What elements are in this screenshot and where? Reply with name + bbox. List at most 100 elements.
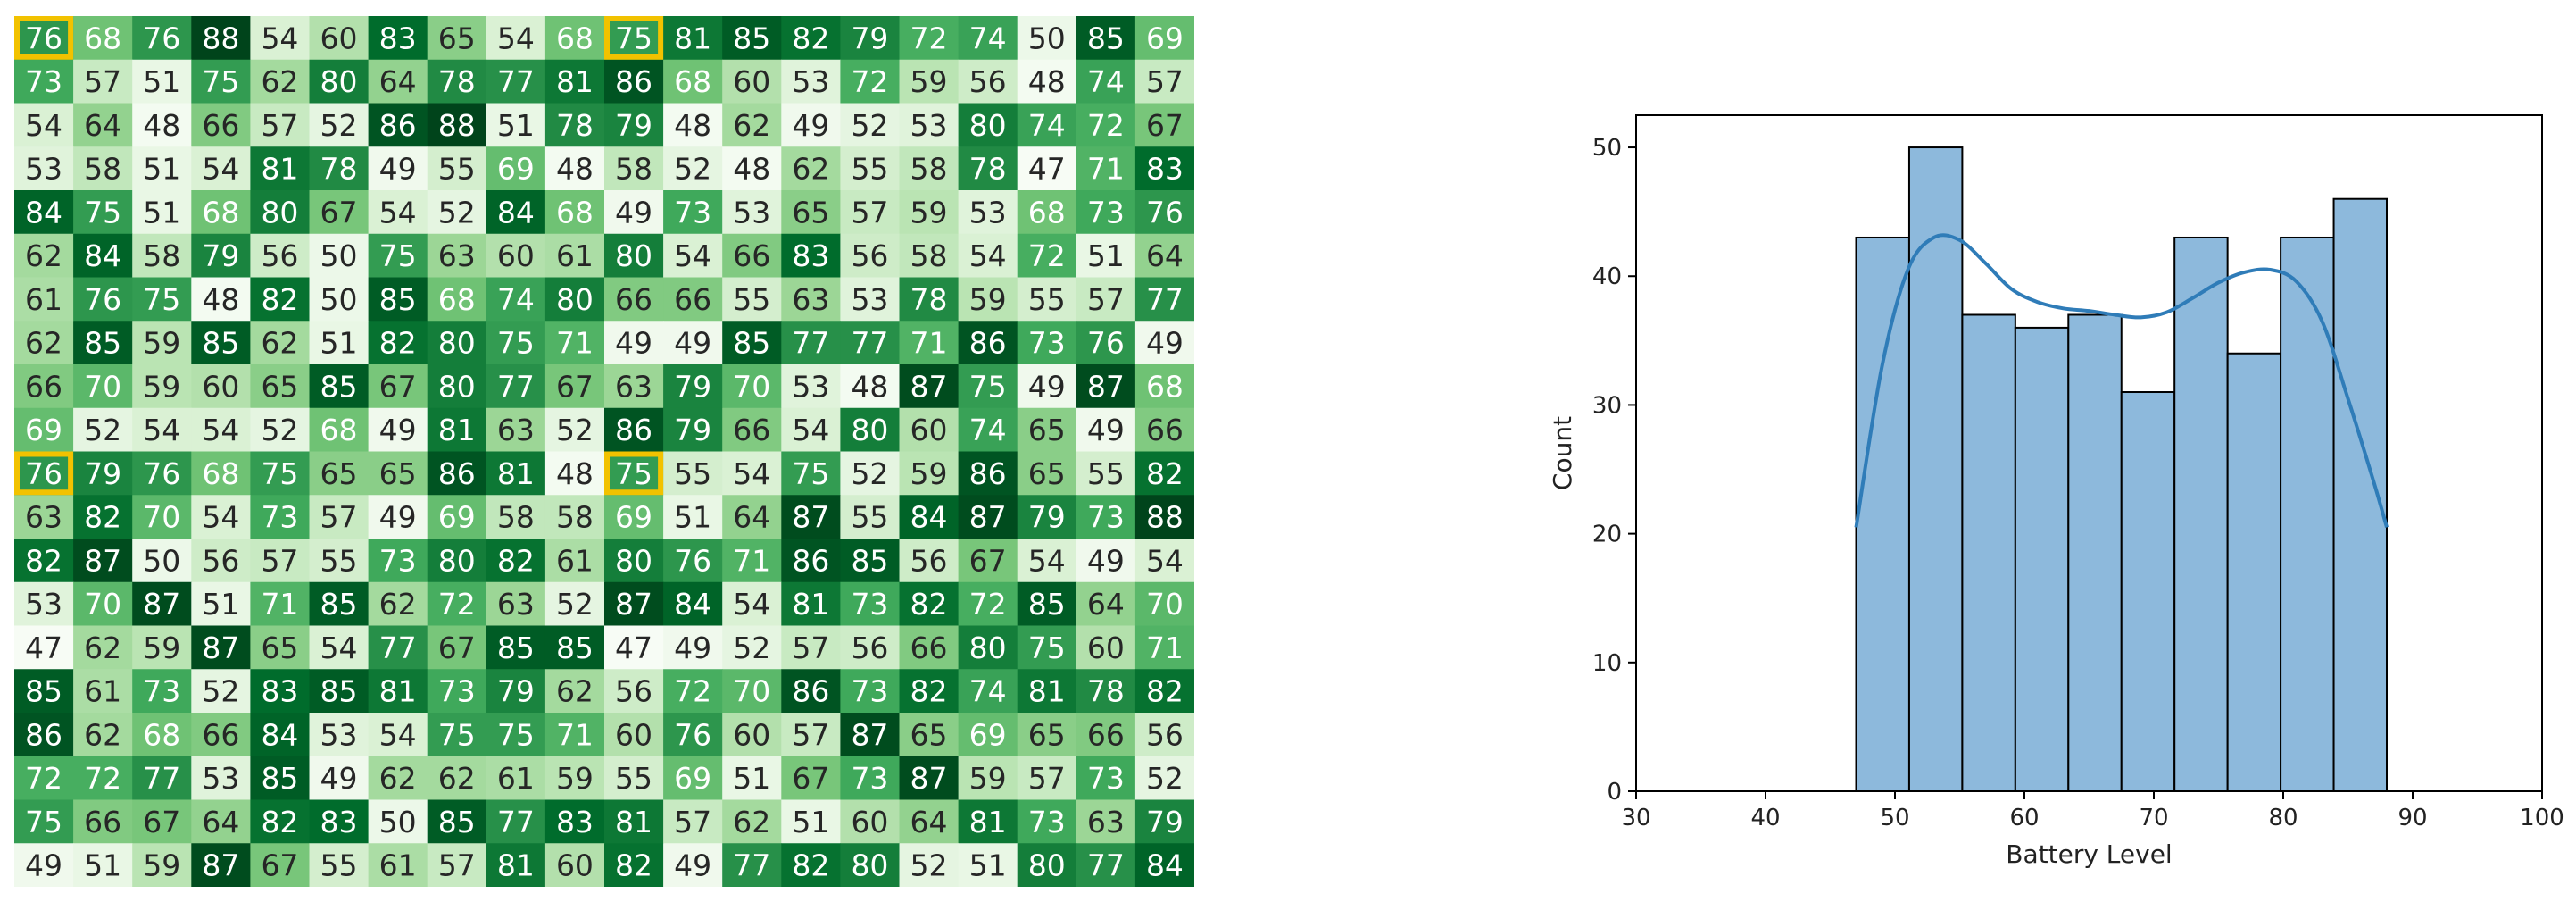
- heatmap-cell: [899, 625, 960, 670]
- heatmap-cell: [250, 277, 310, 322]
- heatmap-cell: [840, 756, 900, 800]
- heatmap-cell: [368, 407, 428, 452]
- heatmap-cell: [368, 713, 428, 757]
- heatmap-cell: [73, 103, 133, 147]
- heatmap-cell-label: 87: [143, 587, 180, 622]
- heatmap-cell: [250, 495, 310, 539]
- heatmap-cell-label: 81: [1028, 674, 1066, 709]
- heatmap-cell: [544, 756, 605, 800]
- heatmap-cell: [840, 713, 900, 757]
- heatmap-cell-label: 49: [674, 631, 711, 665]
- heatmap-cell-label: 61: [379, 848, 417, 883]
- heatmap-cell-label: 75: [615, 456, 652, 491]
- heatmap-cell: [250, 625, 310, 670]
- heatmap-cell: [663, 233, 723, 278]
- heatmap-cell-label: 62: [261, 64, 298, 99]
- heatmap-cell: [604, 756, 664, 800]
- histogram-bar: [2226, 352, 2282, 792]
- heatmap-cell-label: 65: [379, 456, 417, 491]
- heatmap-cell: [1017, 321, 1077, 365]
- heatmap-cell: [368, 277, 428, 322]
- heatmap-cell-label: 62: [25, 326, 62, 361]
- heatmap-cell: [604, 799, 664, 844]
- histogram-bar: [2120, 391, 2176, 792]
- histogram-bar: [2280, 236, 2335, 792]
- heatmap-cell: [1134, 146, 1195, 191]
- heatmap-cell-label: 68: [1146, 369, 1184, 404]
- heatmap-cell: [781, 364, 841, 409]
- heatmap-cell-label: 47: [1028, 152, 1066, 187]
- heatmap-cell-label: 61: [25, 282, 62, 317]
- heatmap-cell: [250, 190, 310, 235]
- heatmap-cell: [14, 799, 74, 844]
- heatmap-cell: [427, 713, 487, 757]
- heatmap-cell-label: 73: [674, 195, 711, 230]
- heatmap-cell-label: 81: [556, 64, 594, 99]
- heatmap-cell-label: 62: [261, 326, 298, 361]
- heatmap-cell: [73, 321, 133, 365]
- heatmap-cell-label: 60: [615, 717, 652, 752]
- heatmap-cell-label: 75: [143, 282, 180, 317]
- heatmap-cell-label: 56: [851, 238, 888, 273]
- heatmap-cell: [958, 539, 1018, 583]
- heatmap-cell-label: 59: [910, 456, 948, 491]
- heatmap-cell-label: 66: [1087, 717, 1125, 752]
- heatmap-cell: [427, 495, 487, 539]
- heatmap-cell: [486, 669, 546, 714]
- heatmap-cell: [663, 16, 723, 61]
- heatmap-cell-label: 48: [556, 152, 594, 187]
- heatmap-cell: [250, 713, 310, 757]
- heatmap-cell: [840, 16, 900, 61]
- heatmap-cell: [604, 16, 664, 61]
- x-tick-label: 70: [2139, 805, 2168, 831]
- heatmap-cell-label: 47: [25, 631, 62, 665]
- heatmap-cell-label: 86: [615, 64, 652, 99]
- heatmap-cell-label: 56: [202, 543, 239, 578]
- heatmap-cell-label: 76: [25, 21, 62, 55]
- heatmap-cell: [544, 495, 605, 539]
- heatmap-cell: [544, 539, 605, 583]
- heatmap-cell: [73, 799, 133, 844]
- heatmap-cell-label: 48: [202, 282, 239, 317]
- heatmap-cell-label: 57: [1146, 64, 1184, 99]
- heatmap-cell: [1076, 407, 1136, 452]
- heatmap-cell: [663, 103, 723, 147]
- heatmap-cell-label: 48: [1028, 64, 1066, 99]
- heatmap-cell-label: 60: [851, 805, 888, 839]
- heatmap-cell: [840, 843, 900, 888]
- heatmap-cell: [1134, 407, 1195, 452]
- heatmap-cell: [604, 277, 664, 322]
- heatmap-cell-label: 62: [25, 238, 62, 273]
- heatmap-cell-label: 79: [1028, 500, 1066, 535]
- x-tick-label: 30: [1621, 805, 1650, 831]
- heatmap-cell: [191, 146, 251, 191]
- heatmap-cell: [840, 364, 900, 409]
- heatmap-cell: [486, 277, 546, 322]
- heatmap-cell: [722, 364, 782, 409]
- heatmap-cell: [899, 233, 960, 278]
- heatmap-cell: [604, 364, 664, 409]
- heatmap-cell-label: 54: [202, 413, 239, 447]
- heatmap-cell-label: 55: [438, 152, 476, 187]
- heatmap-cell: [722, 581, 782, 626]
- heatmap-cell-label: 61: [84, 674, 121, 709]
- heatmap-cell-label: 75: [792, 456, 829, 491]
- heatmap-cell: [663, 407, 723, 452]
- heatmap-cell: [427, 103, 487, 147]
- heatmap-cell-label: 73: [379, 543, 417, 578]
- histogram-bar: [2014, 326, 2070, 792]
- heatmap-cell-label: 58: [910, 238, 948, 273]
- heatmap-cell: [1017, 625, 1077, 670]
- heatmap-cell: [663, 495, 723, 539]
- heatmap-cell: [368, 799, 428, 844]
- heatmap-cell: [1017, 277, 1077, 322]
- heatmap-cell: [899, 713, 960, 757]
- heatmap-cell-label: 65: [261, 369, 298, 404]
- heatmap-cell-label: 68: [674, 64, 711, 99]
- heatmap-cell-label: 86: [792, 674, 829, 709]
- heatmap-cell-label: 55: [320, 848, 358, 883]
- heatmap-cell: [958, 321, 1018, 365]
- heatmap-cell: [427, 756, 487, 800]
- heatmap-cell: [1017, 407, 1077, 452]
- heatmap-cell: [1076, 756, 1136, 800]
